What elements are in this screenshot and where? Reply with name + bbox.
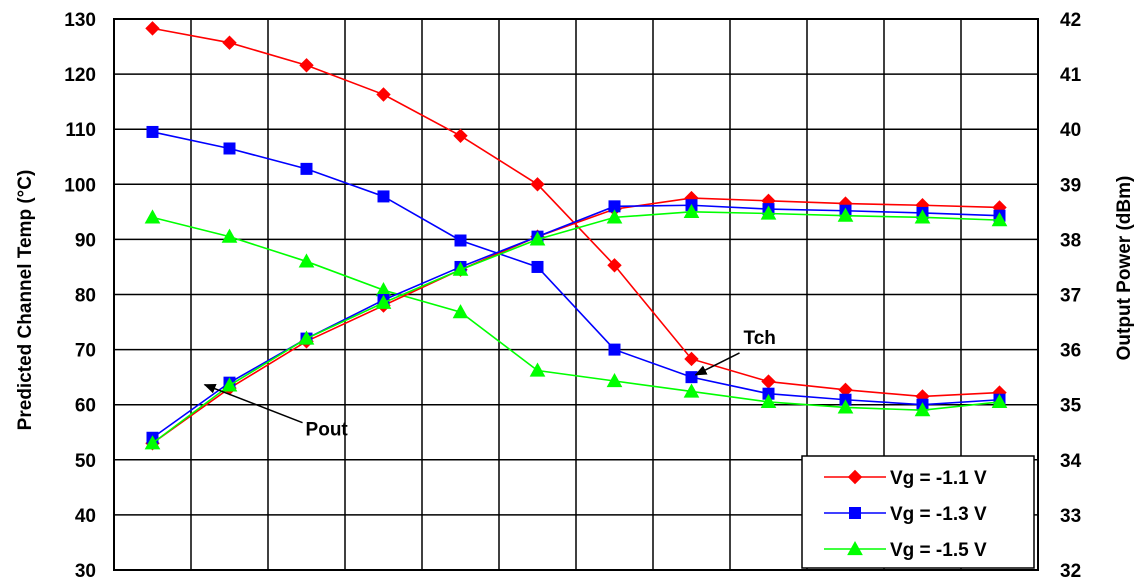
right-axis-title: Output Power (dBm)	[1114, 176, 1135, 361]
data-point-square	[849, 507, 861, 519]
data-point-triangle	[144, 435, 161, 450]
right-tick-label: 36	[1060, 341, 1081, 362]
data-point-triangle	[221, 377, 238, 392]
data-point-diamond	[299, 58, 314, 73]
data-point-square	[531, 260, 544, 273]
data-point-diamond	[607, 258, 622, 273]
legend: Vg = -1.1 V Vg = -1.3 V Vg = -1.5 V	[801, 455, 1035, 569]
left-axis-title: Predicted Channel Temp (°C)	[15, 170, 36, 431]
legend-item: Vg = -1.3 V	[824, 504, 987, 525]
data-point-triangle	[375, 294, 392, 309]
series-line	[152, 131, 1000, 406]
data-point-diamond	[530, 177, 545, 192]
legend-item: Vg = -1.1 V	[824, 468, 987, 489]
data-point-square	[454, 234, 467, 247]
left-axis-ticks: 30 40 50 60 70 80 90 100 110 120 130	[64, 10, 96, 579]
pout-arrow	[203, 383, 303, 424]
data-point-diamond	[761, 374, 776, 389]
data-point-triangle	[452, 261, 469, 276]
data-point-triangle	[837, 399, 854, 414]
left-tick-label: 40	[75, 506, 96, 527]
right-tick-label: 35	[1060, 396, 1082, 417]
data-point-square	[146, 125, 159, 138]
right-tick-label: 41	[1060, 65, 1082, 86]
left-tick-label: 130	[64, 10, 96, 31]
data-point-triangle	[683, 203, 700, 218]
series-line	[152, 197, 1000, 444]
series-tch	[144, 209, 1008, 417]
pout-label: Pout	[306, 420, 349, 441]
left-tick-label: 110	[65, 120, 96, 141]
legend-label: Vg = -1.5 V	[890, 540, 987, 561]
data-point-diamond	[847, 469, 863, 485]
data-point-triangle	[606, 372, 623, 388]
data-point-triangle	[606, 209, 623, 224]
left-tick-label: 120	[64, 65, 96, 86]
data-point-triangle	[375, 282, 392, 297]
series-line	[152, 211, 1000, 444]
data-point-triangle	[914, 209, 931, 224]
data-point-diamond	[376, 87, 391, 102]
left-tick-label: 50	[75, 451, 96, 472]
right-tick-label: 39	[1060, 175, 1081, 196]
legend-label: Vg = -1.3 V	[890, 504, 987, 525]
left-tick-label: 60	[75, 396, 96, 417]
data-point-triangle	[683, 383, 700, 398]
data-point-diamond	[453, 128, 468, 144]
data-point-triangle	[529, 231, 546, 246]
tch-label: Tch	[744, 328, 776, 349]
data-point-triangle	[221, 228, 238, 243]
data-point-square	[608, 343, 621, 356]
data-point-diamond	[222, 35, 237, 50]
data-point-triangle	[760, 393, 777, 409]
right-tick-label: 32	[1060, 561, 1081, 579]
annotations: Tch Pout	[203, 328, 776, 441]
right-axis-ticks: 32 33 34 35 36 37 38 39 40 41 42	[1060, 10, 1082, 579]
tch-arrow	[694, 352, 740, 376]
data-point-square	[300, 162, 313, 175]
plot-frame	[113, 18, 1039, 571]
left-tick-label: 70	[75, 341, 96, 362]
right-tick-label: 40	[1060, 120, 1081, 141]
data-point-triangle	[298, 330, 315, 345]
data-point-square	[377, 190, 390, 203]
data-point-triangle	[529, 362, 546, 377]
series-line	[152, 27, 1000, 398]
right-tick-label: 37	[1060, 286, 1081, 307]
data-point-triangle	[914, 402, 931, 417]
series-line	[152, 216, 1000, 412]
right-tick-label: 34	[1060, 451, 1082, 472]
left-tick-label: 80	[75, 286, 96, 307]
right-tick-label: 42	[1060, 10, 1081, 31]
left-tick-label: 100	[64, 175, 96, 196]
series-pout	[144, 203, 1008, 450]
data-point-triangle	[452, 304, 469, 319]
data-point-triangle	[144, 209, 161, 224]
data-point-triangle	[760, 205, 777, 220]
data-point-square	[685, 371, 698, 384]
data-point-square	[223, 142, 236, 155]
data-point-triangle	[991, 393, 1008, 409]
data-point-diamond	[145, 21, 160, 36]
data-point-triangle	[298, 253, 315, 268]
series-layer	[144, 21, 1008, 451]
data-point-diamond	[684, 351, 699, 367]
data-point-triangle	[847, 540, 863, 556]
series-tch	[145, 21, 1007, 404]
left-tick-label: 90	[75, 230, 96, 251]
legend-item: Vg = -1.5 V	[824, 540, 987, 561]
left-tick-label: 30	[75, 561, 96, 579]
data-point-triangle	[837, 207, 854, 222]
right-tick-label: 38	[1060, 230, 1081, 251]
right-tick-label: 33	[1060, 506, 1081, 527]
legend-label: Vg = -1.1 V	[890, 468, 987, 489]
data-point-triangle	[991, 212, 1008, 227]
